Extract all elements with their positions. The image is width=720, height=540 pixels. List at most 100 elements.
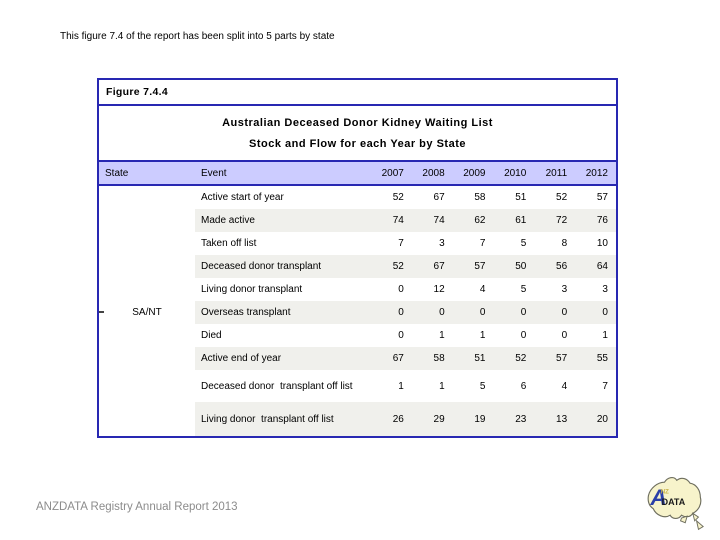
value-cell: 29 [433, 413, 445, 425]
table-row: Deceased donor transplant off list 1 1 5 6 4 7 [99, 370, 616, 402]
value-cell: 1 [439, 380, 445, 392]
value-cell: 50 [515, 261, 527, 272]
state-spacer-cell [99, 347, 195, 370]
table-row: Made active 74 74 62 61 72 76 [99, 209, 616, 232]
value-cell: 0 [439, 307, 445, 318]
state-spacer-cell [99, 186, 195, 209]
state-spacer-cell [99, 278, 195, 301]
table-row: Deceased donor transplant 52 67 57 50 56 64 [99, 255, 616, 278]
state-spacer-cell [99, 324, 195, 347]
value-cell: 5 [479, 380, 486, 392]
value-cell: 5 [520, 284, 527, 295]
value-cell: 4 [561, 380, 568, 392]
state-spacer-cell [99, 209, 195, 232]
value-cell: 67 [433, 261, 445, 272]
value-cell: 12 [433, 284, 445, 295]
year-header-cell: 2011 [545, 167, 568, 179]
value-cell: 58 [433, 353, 445, 364]
table-row: Taken off list 7 3 7 5 8 10 [99, 232, 616, 255]
table-row: Overseas transplant 0 0 0 0 0 0 [99, 301, 616, 324]
value-cell: 7 [398, 238, 404, 249]
value-cell: 64 [596, 261, 608, 272]
event-cell: Deceased donor transplant [201, 261, 322, 272]
value-cell: 74 [392, 215, 404, 226]
event-column-header: Event [201, 167, 227, 179]
figure-title: Australian Deceased Donor Kidney Waiting… [222, 116, 493, 129]
event-cell: Living donor transplant [201, 284, 303, 295]
value-cell: 0 [398, 330, 404, 341]
value-cell: 61 [515, 215, 527, 226]
value-cell: 62 [474, 215, 486, 226]
row-band: Made active 74 74 62 61 72 76 [195, 209, 616, 232]
value-cell: 0 [520, 330, 527, 341]
row-band: Taken off list 7 3 7 5 8 10 [195, 232, 616, 255]
state-spacer-cell [99, 402, 195, 436]
value-cell: 0 [561, 307, 568, 318]
event-cell: Active start of year [201, 192, 284, 203]
event-cell: Died [201, 330, 222, 341]
event-cell: Taken off list [201, 238, 257, 249]
logo-letters-data: DATA [662, 497, 686, 507]
table-header-row: State Event 2007 2008 2009 2010 2011 2012 [99, 160, 616, 186]
value-cell: 1 [479, 330, 486, 341]
year-header-cell: 2009 [463, 167, 486, 179]
report-footer: ANZDATA Registry Annual Report 2013 [36, 501, 238, 513]
value-cell: 51 [515, 192, 527, 203]
value-cell: 52 [515, 353, 527, 364]
year-header-cell: 2010 [504, 167, 527, 179]
header-band: Event 2007 2008 2009 2010 2011 2012 [195, 162, 616, 184]
event-cell: Active end of year [201, 353, 282, 364]
logo-letter-a: A [649, 485, 666, 510]
value-cell: 74 [433, 215, 445, 226]
state-spacer-cell [99, 301, 195, 324]
row-band: Living donor transplant 0 12 4 5 3 3 [195, 278, 616, 301]
anzdata-logo-svg: A NZ DATA [647, 477, 704, 531]
state-spacer-cell [99, 255, 195, 278]
value-cell: 0 [520, 307, 527, 318]
value-cell: 72 [556, 215, 568, 226]
value-cell: 7 [479, 238, 486, 249]
value-cell: 23 [515, 413, 527, 425]
value-cell: 52 [392, 192, 404, 203]
value-cell: 8 [561, 238, 568, 249]
year-header-cell: 2007 [381, 167, 404, 179]
value-cell: 55 [596, 353, 608, 364]
state-spacer-cell [99, 232, 195, 255]
table-row: Living donor transplant 0 12 4 5 3 3 [99, 278, 616, 301]
row-band: Deceased donor transplant 52 67 57 50 56 64 [195, 255, 616, 278]
value-cell: 52 [556, 192, 568, 203]
event-cell: Made active [201, 215, 255, 226]
row-band: Deceased donor transplant off list 1 1 5 6 4 7 [195, 370, 616, 402]
table-row: Active start of year 52 67 58 51 52 57 [99, 186, 616, 209]
row-band: Died 0 1 1 0 0 1 [195, 324, 616, 347]
event-cell: Deceased donor transplant off list [201, 380, 353, 392]
figure-titles: Australian Deceased Donor Kidney Waiting… [99, 106, 616, 160]
logo-letters-nz: NZ [661, 489, 669, 496]
value-cell: 3 [439, 238, 445, 249]
figure-box: Figure 7.4.4 Australian Deceased Donor K… [97, 78, 618, 438]
value-cell: 57 [556, 353, 568, 364]
value-cell: 56 [556, 261, 568, 272]
value-cell: 1 [439, 330, 445, 341]
value-cell: 0 [398, 307, 404, 318]
value-cell: 3 [561, 284, 568, 295]
value-cell: 4 [479, 284, 486, 295]
state-spacer-cell [99, 370, 195, 402]
value-cell: 19 [474, 413, 486, 425]
value-cell: 52 [392, 261, 404, 272]
value-cell: 67 [433, 192, 445, 203]
value-cell: 1 [602, 330, 608, 341]
value-cell: 6 [520, 380, 527, 392]
table-row: Active end of year 67 58 51 52 57 55 [99, 347, 616, 370]
row-band: Active start of year 52 67 58 51 52 57 [195, 186, 616, 209]
value-cell: 26 [392, 413, 404, 425]
value-cell: 0 [479, 307, 486, 318]
value-cell: 57 [596, 192, 608, 203]
figure-number-label: Figure 7.4.4 [99, 80, 616, 106]
figure-subtitle: Stock and Flow for each Year by State [249, 137, 466, 150]
value-cell: 5 [520, 238, 527, 249]
value-cell: 76 [596, 215, 608, 226]
event-cell: Living donor transplant off list [201, 413, 334, 425]
value-cell: 1 [398, 380, 404, 392]
row-band: Overseas transplant 0 0 0 0 0 0 [195, 301, 616, 324]
